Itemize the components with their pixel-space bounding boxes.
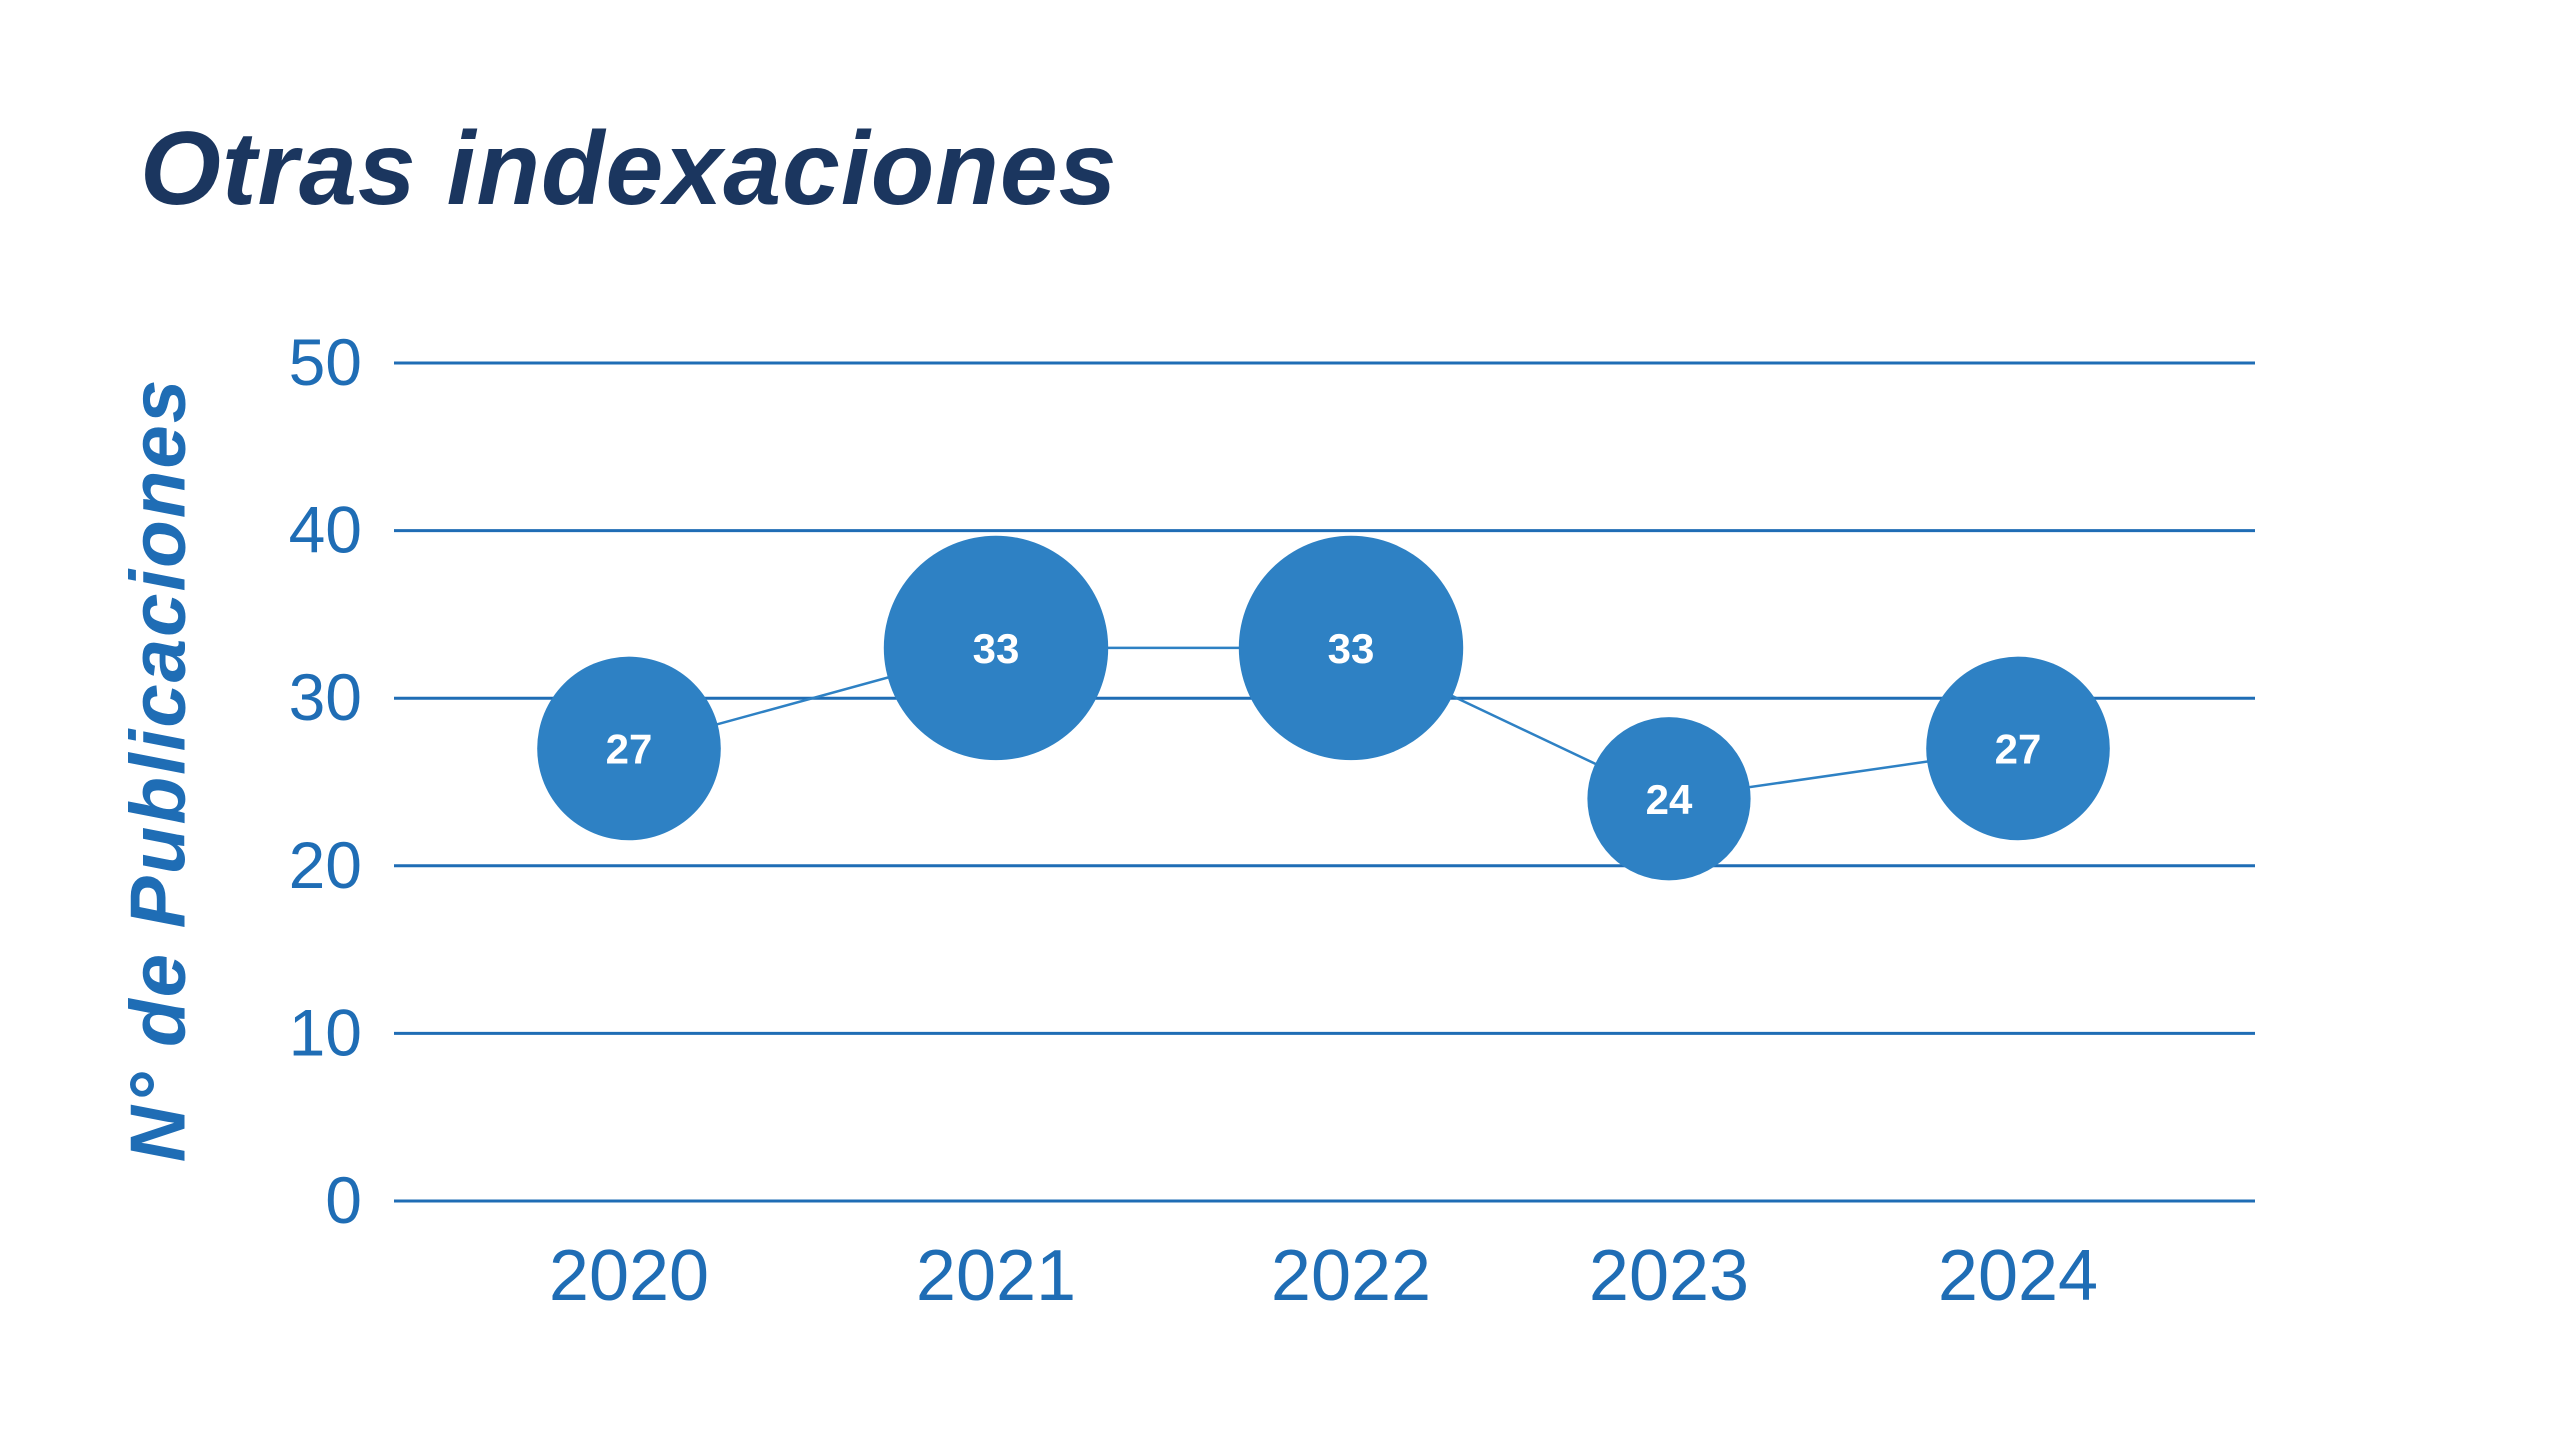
x-tick-label: 2021	[916, 1236, 1076, 1316]
y-tick-label: 10	[289, 995, 362, 1069]
data-label: 24	[1646, 776, 1693, 823]
data-label: 33	[1328, 625, 1375, 672]
data-label: 33	[973, 625, 1020, 672]
chart-title: Otras indexaciones	[140, 111, 1118, 227]
data-point	[537, 656, 721, 841]
y-tick-label: 50	[289, 325, 362, 399]
x-tick-label: 2023	[1589, 1236, 1749, 1316]
data-point	[1926, 656, 2110, 841]
y-tick-label: 0	[325, 1163, 362, 1237]
x-tick-label: 2020	[549, 1236, 709, 1316]
x-tick-label: 2022	[1271, 1236, 1431, 1316]
y-tick-label: 20	[289, 828, 362, 902]
y-tick-label: 40	[289, 493, 362, 567]
data-point	[883, 535, 1109, 761]
data-label: 27	[1995, 725, 2042, 772]
data-label: 27	[606, 725, 653, 772]
x-tick-label: 2024	[1938, 1236, 2098, 1316]
y-tick-label: 30	[289, 660, 362, 734]
data-point	[1238, 535, 1464, 761]
data-point	[1587, 717, 1751, 881]
